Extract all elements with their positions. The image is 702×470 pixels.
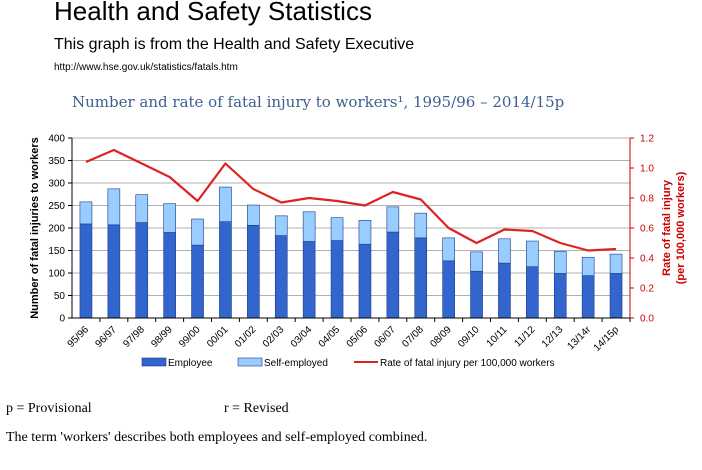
axes xyxy=(68,137,634,322)
source-url: http://www.hse.gov.uk/statistics/fatals.… xyxy=(54,62,238,73)
bar-employee xyxy=(163,232,176,319)
bar-self-employed xyxy=(581,256,595,277)
y-tick-label: 200 xyxy=(48,224,65,235)
bar-self-employed xyxy=(191,218,204,246)
bar-employee xyxy=(135,222,149,319)
x-tick-label: 14/15p xyxy=(592,324,622,354)
y-tick-label: 400 xyxy=(48,134,65,145)
legend-label-employee: Employee xyxy=(168,358,213,369)
x-tick-label: 00/01 xyxy=(205,324,231,350)
x-tick-label: 03/04 xyxy=(289,324,315,350)
x-tick-label: 09/10 xyxy=(456,324,482,350)
y-tick-label: 0 xyxy=(59,314,65,325)
bar-employee xyxy=(358,243,372,319)
y-tick-label: 350 xyxy=(48,156,65,167)
x-tick-label: 13/14r xyxy=(565,324,593,352)
bar-employee xyxy=(302,241,316,319)
legend-label-self-employed: Self-employed xyxy=(264,358,328,369)
bar-self-employed xyxy=(219,186,232,223)
y2-tick-label: 1.0 xyxy=(640,164,654,175)
legend-label-rate: Rate of fatal injury per 100,000 workers xyxy=(380,358,555,369)
x-tick-label: 02/03 xyxy=(261,324,287,350)
bar-self-employed xyxy=(470,251,483,272)
x-tick-label: 97/98 xyxy=(121,324,147,350)
bar-employee xyxy=(526,266,539,319)
bar-self-employed xyxy=(442,237,455,262)
y-tick-label: 150 xyxy=(48,246,65,257)
x-tick-label: 08/09 xyxy=(428,324,454,350)
page-subtitle: This graph is from the Health and Safety… xyxy=(54,36,415,53)
bar-self-employed xyxy=(247,204,260,226)
page-title: Health and Safety Statistics xyxy=(54,0,372,26)
bar-employee xyxy=(581,275,595,319)
bar-employee xyxy=(553,273,567,319)
bar-self-employed xyxy=(274,215,288,236)
bar-employee xyxy=(498,262,511,319)
x-tick-label: 05/06 xyxy=(345,324,371,350)
bar-self-employed xyxy=(135,194,149,223)
y-axis-title: Number of fatal injuries to workers xyxy=(29,137,41,319)
bar-employee xyxy=(442,260,455,319)
x-tick-label: 95/96 xyxy=(66,324,92,350)
bar-employee xyxy=(274,235,288,319)
y2-tick-label: 0.8 xyxy=(640,194,654,205)
bar-self-employed xyxy=(330,217,344,241)
bars xyxy=(79,186,623,319)
bar-employee xyxy=(219,221,232,319)
bar-self-employed xyxy=(553,251,567,274)
footnote-provisional: p = Provisional xyxy=(6,401,92,416)
bar-employee xyxy=(330,240,344,319)
footnote-workers: The term 'workers' describes both employ… xyxy=(6,430,428,445)
chart-title: Number and rate of fatal injury to worke… xyxy=(72,93,564,111)
footnote-revised: r = Revised xyxy=(224,401,289,416)
fatal-injury-chart: Number and rate of fatal injury to worke… xyxy=(29,93,687,369)
legend-swatch-self-employed xyxy=(237,357,263,367)
gridlines xyxy=(72,137,630,296)
x-tick-label: 12/13 xyxy=(540,324,566,350)
x-tick-label: 99/00 xyxy=(177,324,203,350)
bar-employee xyxy=(470,270,483,319)
bar-self-employed xyxy=(79,201,93,225)
bar-self-employed xyxy=(358,220,372,245)
bar-employee xyxy=(247,225,260,319)
y-tick-label: 50 xyxy=(54,291,66,302)
bar-employee xyxy=(609,273,623,319)
bar-self-employed xyxy=(163,203,176,233)
bar-employee xyxy=(107,224,121,319)
bar-self-employed xyxy=(609,253,623,274)
y2-tick-label: 0.0 xyxy=(640,314,654,325)
x-tick-label: 98/99 xyxy=(149,324,175,350)
y2-tick-label: 0.6 xyxy=(640,224,654,235)
bar-self-employed xyxy=(107,188,121,226)
legend: Employee Self-employed Rate of fatal injur… xyxy=(141,357,555,369)
x-tick-label: 07/08 xyxy=(400,324,426,350)
y2-axis-title-line1: Rate of fatal injury xyxy=(661,179,673,276)
legend-swatch-employee xyxy=(141,357,167,367)
x-tick-label: 11/12 xyxy=(513,324,538,349)
bar-self-employed xyxy=(526,240,539,268)
x-tick-label: 04/05 xyxy=(317,324,343,350)
bar-self-employed xyxy=(498,238,511,264)
x-tick-label: 10/11 xyxy=(485,324,510,349)
x-tick-label: 06/07 xyxy=(372,324,398,350)
x-tick-label: 96/97 xyxy=(93,324,119,350)
y-tick-label: 300 xyxy=(48,179,65,190)
y-tick-label: 100 xyxy=(48,269,65,280)
bar-employee xyxy=(79,223,93,319)
rate-line xyxy=(85,148,617,252)
bar-self-employed xyxy=(302,211,316,242)
y2-tick-label: 0.4 xyxy=(640,254,654,265)
y-tick-label: 250 xyxy=(48,201,65,212)
bar-self-employed xyxy=(386,206,400,233)
bar-employee xyxy=(191,244,204,319)
y2-tick-label: 0.2 xyxy=(640,284,654,295)
rate-series-line xyxy=(85,148,617,252)
y2-tick-label: 1.2 xyxy=(640,134,654,145)
bar-self-employed xyxy=(414,212,428,239)
bar-employee xyxy=(386,231,400,319)
bar-employee xyxy=(414,237,428,319)
y2-axis-title-line2: (per 100,000 workers) xyxy=(675,171,687,284)
x-tick-label: 01/02 xyxy=(233,324,259,350)
